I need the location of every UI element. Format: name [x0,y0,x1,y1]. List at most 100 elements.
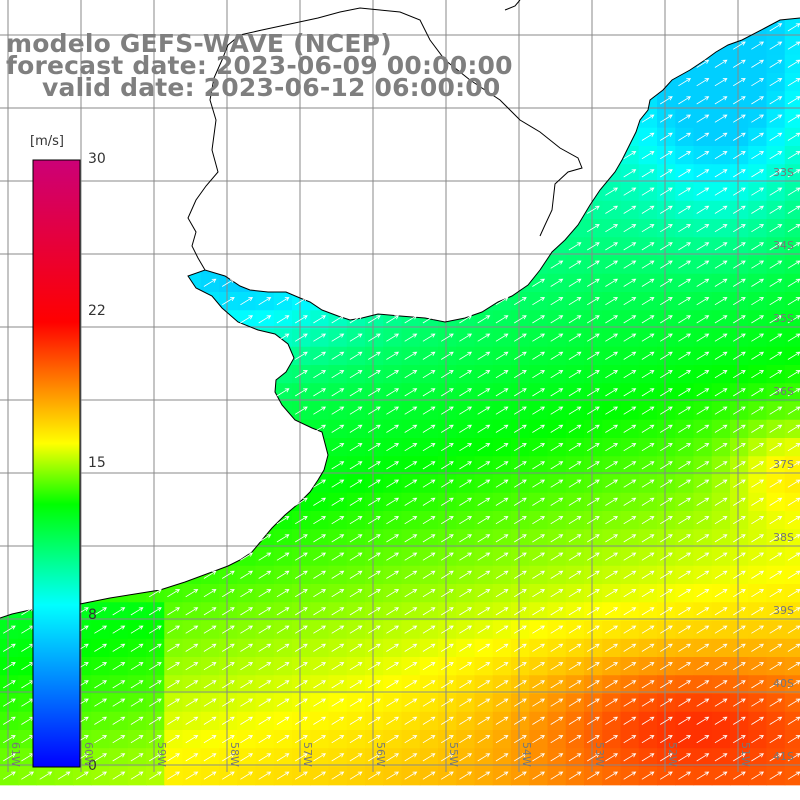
wind-arrow [732,242,746,251]
speed-cell [273,565,293,585]
speed-cell [273,584,293,603]
speed-cell [273,748,293,768]
wind-arrow [367,443,381,452]
wind-arrow [623,716,637,725]
wind-arrow [696,297,710,306]
speed-cell [602,529,622,549]
wind-arrow [550,680,564,689]
wind-arrow [349,479,363,488]
wind-arrow [550,278,564,287]
wind-arrow [331,589,345,598]
wind-arrow [678,680,691,689]
speed-cell [730,456,749,476]
wind-arrow [532,680,545,689]
speed-cell [730,602,749,622]
speed-cell [383,438,403,457]
speed-cell [638,328,658,348]
speed-cell [273,547,293,567]
wind-arrow [550,625,564,634]
speed-cell [419,419,439,439]
speed-cell [419,565,439,585]
wind-arrow [349,607,363,616]
speed-cell [748,474,768,494]
wind-arrow [495,424,509,433]
speed-cell [693,383,713,403]
speed-cell [456,492,476,512]
speed-cell [565,730,585,749]
wind-arrow [221,716,235,725]
speed-cell [547,419,567,439]
speed-cell [584,273,603,293]
wind-arrow [769,406,783,415]
speed-cell [146,675,165,695]
wind-arrow [477,424,491,433]
speed-cell [547,529,567,549]
speed-cell [456,711,476,731]
speed-cell [547,346,567,366]
speed-cell [584,237,603,257]
colorbar-unit: [m/s] [30,134,64,149]
wind-arrow [623,461,637,470]
wind-arrow [367,333,381,342]
wind-arrow [477,570,491,579]
wind-arrow [386,607,399,616]
wind-arrow [294,351,308,360]
wind-arrow [550,497,564,506]
speed-cell [492,474,512,494]
speed-cell [730,748,749,768]
speed-cell [310,383,330,403]
wind-arrow [331,461,345,470]
speed-cell [127,602,147,622]
wind-arrow [477,351,491,360]
wind-arrow [641,114,655,123]
wind-arrow [769,187,783,196]
speed-cell [365,602,384,622]
speed-cell [565,547,585,567]
speed-cell [492,383,512,403]
wind-arrow [732,41,746,50]
speed-cell [620,164,640,184]
wind-arrow [240,552,254,561]
speed-cell [711,54,731,74]
wind-arrow [203,771,217,780]
wind-arrow [568,771,582,780]
wind-arrow [313,370,327,379]
wind-arrow [769,96,783,105]
wind-arrow [294,315,308,324]
speed-cell [748,748,768,768]
speed-cell [438,675,457,695]
wind-arrow [568,351,582,360]
speed-cell [328,748,348,768]
speed-cell [565,255,585,275]
speed-cell [182,638,202,658]
wind-arrow [605,534,618,543]
wind-arrow [404,534,418,543]
wind-arrow [714,370,728,379]
wind-arrow [349,315,363,324]
speed-cell [456,693,476,713]
wind-arrow [39,771,53,780]
speed-cell [255,565,275,585]
wind-arrow [94,716,107,725]
wind-arrow [367,461,381,470]
wind-arrow [641,643,655,652]
wind-arrow [696,406,710,415]
wind-arrow [185,680,199,689]
wind-arrow [568,552,582,561]
speed-cell [565,511,585,530]
wind-arrow [459,406,473,415]
wind-arrow [221,680,235,689]
speed-cell [675,511,695,530]
wind-arrow [605,333,619,342]
wind-arrow [605,278,618,287]
wind-arrow [313,589,327,598]
speed-cell [127,657,147,676]
wind-arrow [21,771,35,780]
speed-cell [346,492,366,512]
speed-cell [766,346,786,366]
wind-arrow [678,643,691,652]
speed-cell [565,292,585,311]
wind-arrow [148,680,162,689]
wind-arrow [2,625,16,634]
wind-arrow [331,716,345,725]
